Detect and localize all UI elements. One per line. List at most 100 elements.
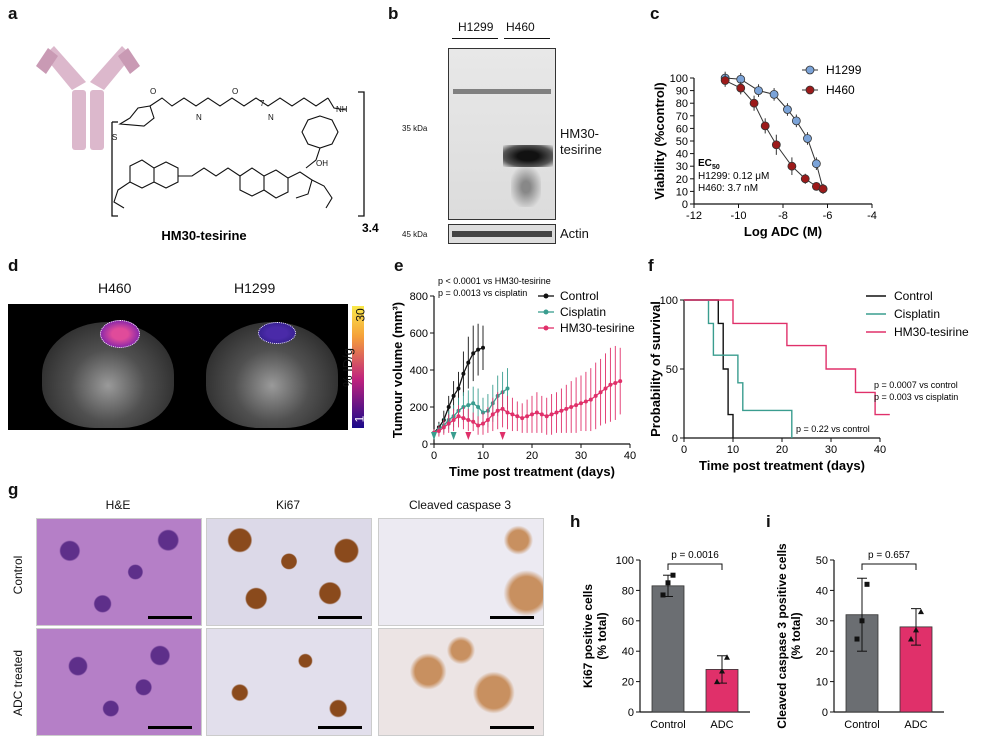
data-point-h1299 <box>803 134 812 143</box>
chem-repeat-index: 7 <box>260 99 265 108</box>
data-point-hm30-tesirine <box>544 414 549 419</box>
y-tick-label: 10 <box>676 186 688 198</box>
pet-title-h460: H460 <box>98 280 132 296</box>
pet-tumor-h460 <box>100 320 140 348</box>
dar-value: 3.4 <box>362 221 379 235</box>
data-point-h1299 <box>783 105 792 114</box>
hist-he-control <box>36 518 202 626</box>
y-tick-label: 80 <box>622 585 634 597</box>
x-tick-label-adc: ADC <box>710 719 733 731</box>
y-tick-label: 40 <box>676 149 688 161</box>
y-tick-label: 60 <box>622 616 634 628</box>
y-axis-label-line2: (% total) <box>789 612 803 659</box>
x-axis-label: Time post treatment (days) <box>699 458 865 473</box>
data-point-hm30-tesirine <box>598 390 603 395</box>
row-title-adc: ADC treated <box>11 649 25 717</box>
data-point-h460 <box>736 83 746 93</box>
chem-oxygen-1: O <box>150 87 156 96</box>
marker-35kda: 35 kDa <box>402 124 428 133</box>
y-tick-label: 70 <box>676 111 688 123</box>
data-point-adc <box>918 608 924 615</box>
data-point-hm30-tesirine <box>441 425 446 430</box>
data-point-h460 <box>749 98 759 108</box>
legend-label-control: Control <box>894 289 933 303</box>
x-tick-label-adc: ADC <box>904 719 927 731</box>
ec50-line-0: H1299: 0.12 μM <box>698 171 769 182</box>
y-tick-label: 100 <box>670 73 688 85</box>
x-tick-label: 30 <box>575 450 587 462</box>
treatment-arrow-1 <box>450 432 457 440</box>
legend-label-cisplatin: Cisplatin <box>894 307 940 321</box>
structure-brackets <box>111 91 365 217</box>
significance-bracket <box>861 563 917 570</box>
y-tick-label: 80 <box>676 98 688 110</box>
colorbar-min: 1 <box>352 415 367 423</box>
x-tick-label: 10 <box>477 450 489 462</box>
pet-colorbar <box>352 306 364 428</box>
x-tick-label: -10 <box>731 210 747 222</box>
y-tick-label: 400 <box>410 365 428 377</box>
data-point-hm30-tesirine <box>613 380 618 385</box>
data-point-adc <box>908 636 914 642</box>
data-point-hm30-tesirine <box>559 408 564 413</box>
lane-bracket-h460 <box>504 38 550 39</box>
panel-d-pet-images: H460 H1299 30 1 % ID/g <box>8 280 378 430</box>
marker-45kda: 45 kDa <box>402 230 428 239</box>
y-tick-label: 0 <box>422 439 428 451</box>
data-point-h1299 <box>769 89 779 99</box>
x-tick-label: 0 <box>681 444 687 456</box>
legend-marker-control <box>543 293 549 299</box>
x-tick-label: -12 <box>686 210 702 222</box>
data-point-hm30-tesirine <box>490 412 495 417</box>
data-point-hm30-tesirine <box>505 410 510 415</box>
hist-caspase-adc <box>378 628 544 736</box>
data-point-adc <box>724 654 730 660</box>
p-value-annotation-2: p = 0.22 vs control <box>796 424 870 434</box>
smear-hm30-tesirine <box>511 167 541 207</box>
y-tick-label: 90 <box>676 86 688 98</box>
legend-marker-cisplatin <box>543 309 549 315</box>
ec50-subscript: 50 <box>712 164 720 171</box>
scale-bar-6 <box>490 726 534 729</box>
y-tick-label: 200 <box>410 402 428 414</box>
data-point-hm30-tesirine <box>579 401 583 406</box>
x-axis-label: Time post treatment (days) <box>449 464 615 479</box>
y-tick-label: 50 <box>676 136 688 148</box>
legend-label-h460: H460 <box>826 83 855 97</box>
data-point-control <box>670 572 676 578</box>
x-tick-label: 30 <box>825 444 837 456</box>
y-tick-label: 50 <box>666 364 678 376</box>
data-point-hm30-tesirine <box>539 412 544 417</box>
y-axis-label-line1: Cleaved caspase 3 positive cells <box>775 543 789 729</box>
scale-bar-4 <box>148 726 192 729</box>
chem-nh-2: N <box>268 113 274 122</box>
data-point-control <box>481 345 485 350</box>
data-point-hm30-tesirine <box>466 417 471 422</box>
data-point-control <box>446 405 451 409</box>
lane-label-h460: H460 <box>506 20 535 34</box>
significance-bracket <box>667 563 723 570</box>
x-tick-label: -8 <box>778 210 788 222</box>
data-point-hm30-tesirine <box>534 410 539 415</box>
survival-curve-cisplatin <box>684 299 793 438</box>
data-point-h1299 <box>754 86 763 95</box>
legend-marker-h460 <box>805 85 815 95</box>
data-point-hm30-tesirine <box>569 405 574 409</box>
y-tick-label: 100 <box>660 295 678 307</box>
data-point-h460 <box>818 184 828 194</box>
series-line-cisplatin <box>433 387 508 434</box>
hist-caspase-control <box>378 518 544 626</box>
y-axis-label-line1: Ki67 positive cells <box>581 584 595 688</box>
data-point-hm30-tesirine <box>510 412 515 417</box>
data-point-h460 <box>720 76 730 85</box>
antibody-icon <box>36 46 140 150</box>
treatment-arrow-3 <box>499 432 506 440</box>
data-point-hm30-tesirine <box>495 408 500 413</box>
data-point-hm30-tesirine <box>583 399 588 404</box>
data-point-control <box>471 351 476 356</box>
y-tick-label: 60 <box>676 123 688 135</box>
legend-marker-hm30-tesirine <box>543 325 549 331</box>
scale-bar-5 <box>318 726 362 729</box>
p-value-annotation: p = 0.657 <box>868 550 910 561</box>
ec50-heading: EC <box>698 158 712 169</box>
